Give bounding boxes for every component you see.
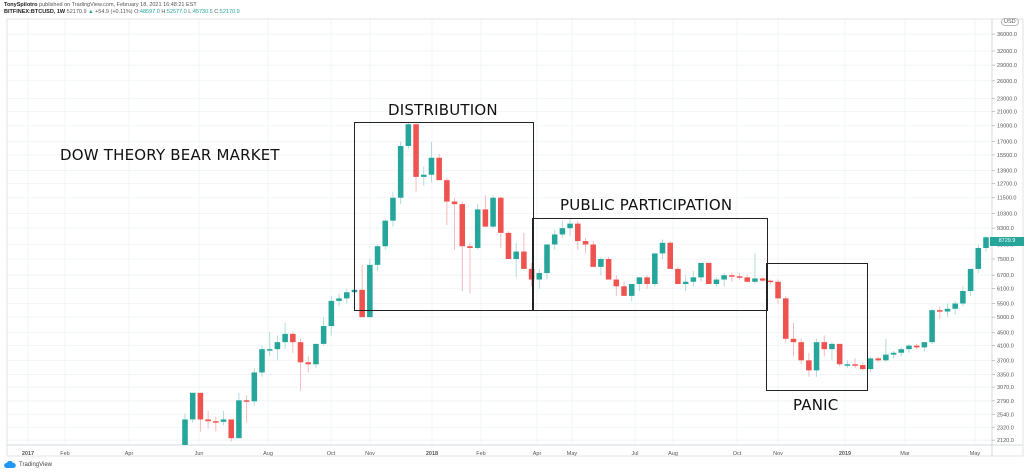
currency-selector[interactable]: USD [1001,18,1019,26]
close-value: 52170.9 [219,9,240,15]
time-tick-label: Apr [125,451,134,457]
publisher-name[interactable]: TonySpilotro [4,2,38,8]
price-tick-label: 10300.0 [997,212,1017,218]
symbol-legend: BITFINEX:BTCUSD, 1W 52170.9 ▲ +54.9 (+0.… [4,9,240,15]
price-axis[interactable]: 36000.0 32000.0 29000.0 26000.0 23000.0 21000… [992,32,1017,444]
price-tick-label: 11500.0 [997,196,1016,202]
time-tick-label: 2018 [426,451,438,457]
chart-title-annotation: DOW THEORY BEAR MARKET [60,146,280,164]
price-tick-label: 9300.0 [997,226,1014,232]
price-tick-label: 13900.0 [997,169,1017,175]
high-value: 52577.0 [166,9,187,15]
publish-info: TonySpilotro published on TradingView.co… [4,2,197,8]
high-label: H: [161,9,167,15]
price-tick-label: 2540.0 [997,412,1014,418]
price-tick-label: 3350.0 [997,373,1014,379]
currency-label: USD [1004,19,1016,25]
price-change: +54.9 (+0.11%) [95,9,133,15]
low-label: L: [188,9,193,15]
time-tick-label: 2017 [22,451,34,457]
cloud-icon [4,461,16,468]
price-tick-label: 23000.0 [997,96,1017,102]
time-tick-label: Nov [365,451,375,457]
time-tick-label: Mar [900,451,910,457]
price-tick-label: 32000.0 [997,49,1017,55]
tradingview-brand: TradingView [19,461,53,468]
panic-label: PANIC [793,396,839,414]
price-tick-label: 2120.0 [997,438,1014,444]
low-value: 45730.5 [192,9,213,15]
last-price: 52170.9 [66,9,87,15]
published-text: published on TradingView.com, February 1… [39,2,197,8]
price-tick-label: 7500.0 [997,257,1014,263]
price-tick-label: 4500.0 [997,330,1014,336]
symbol-label[interactable]: BITFINEX:BTCUSD, 1W [4,9,66,15]
price-tick-label: 2320.0 [997,425,1014,431]
open-label: O: [134,9,140,15]
time-tick-label: Aug [668,451,678,457]
price-tick-label: 3070.0 [997,385,1014,391]
price-tick-label: 36000.0 [997,32,1017,38]
time-tick-label: Nov [773,451,783,457]
time-tick-label: Jul [631,451,638,457]
distribution-box [354,122,534,311]
time-tick-label: Jun [195,451,204,457]
price-tick-label: 19000.0 [997,124,1017,130]
price-tick-label: 3700.0 [997,358,1014,364]
time-tick-label: Feb [476,451,485,457]
distribution-label: DISTRIBUTION [388,101,498,119]
price-tick-label: 5500.0 [997,301,1014,307]
open-value: 48597.0 [139,9,160,15]
time-tick-label: 2019 [839,451,851,457]
price-tick-label: 5000.0 [997,315,1014,321]
price-tick-label: 6100.0 [997,287,1014,293]
price-tick-label: 26000.0 [997,79,1017,85]
close-label: C: [214,9,220,15]
candles [182,122,989,445]
last-price-tag: 8729.9 [990,237,1024,246]
price-tick-label: 4100.0 [997,344,1014,350]
price-tick-label: 6700.0 [997,273,1014,279]
price-tick-label: 2790.0 [997,399,1014,405]
price-tick-label: 17000.0 [997,140,1017,146]
public-participation-label: PUBLIC PARTICIPATION [560,196,733,214]
price-tick-label: 21000.0 [997,109,1017,115]
price-tick-label: 15500.0 [997,153,1017,159]
time-tick-label: May [567,451,578,457]
price-tick-label: 12700.0 [997,182,1017,188]
up-triangle-icon: ▲ [88,9,94,15]
public-participation-box [532,218,768,311]
time-tick-label: Oct [733,451,742,457]
time-axis[interactable]: 2017 Feb Apr Jun Aug Oct Nov 2018 Feb Apr May Jul Au… [22,451,981,457]
tradingview-logo[interactable]: TradingView [4,461,52,468]
time-tick-label: May [970,451,981,457]
panic-box [766,263,868,391]
time-tick-label: Apr [533,451,542,457]
time-tick-label: Aug [263,451,273,457]
price-tick-label: 29000.0 [997,63,1017,69]
time-tick-label: Oct [327,451,336,457]
time-tick-label: Feb [60,451,69,457]
